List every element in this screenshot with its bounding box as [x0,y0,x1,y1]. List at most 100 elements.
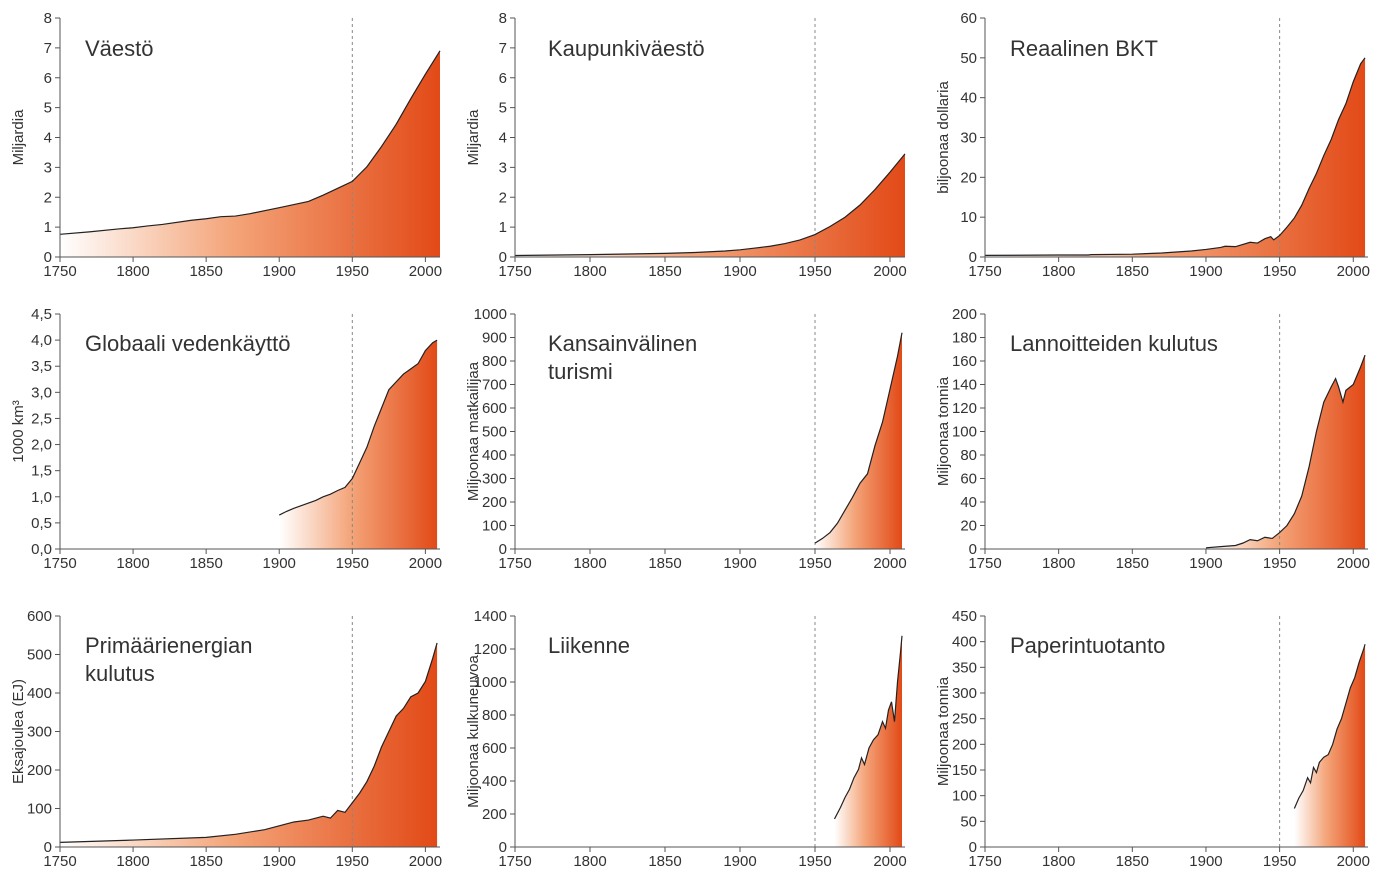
x-tick-label: 1850 [189,555,222,572]
y-tick-label: 6 [44,70,52,87]
y-tick-label: 300 [27,724,52,741]
y-tick-label: 200 [952,736,977,753]
y-axis-label: Eksajoulea (EJ) [10,679,27,784]
y-tick-label: 40 [960,90,977,107]
y-tick-label: 1,5 [31,463,52,480]
x-tick-label: 1950 [336,263,369,280]
x-tick-label: 1950 [798,263,831,280]
y-tick-label: 8 [44,10,52,27]
chart-panel-5: 0 100 200 300 400 500 600 700 800 900 1000 1750 1800… [465,306,907,572]
y-tick-label: 80 [960,447,977,464]
y-tick-label: 50 [960,50,977,67]
series-area [834,635,902,847]
chart-title-line: turismi [548,359,613,384]
y-axis-label: Miljoonaa tonnia [935,676,952,786]
y-tick-label: 40 [960,494,977,511]
series-area [515,153,905,257]
y-axis-label: Miljardia [10,109,27,166]
x-tick-label: 1950 [1263,853,1296,870]
y-tick-label: 4 [499,130,507,147]
x-tick-label: 2000 [1337,555,1370,572]
y-axis-label: 1000 km³ [10,400,27,463]
series-area [279,340,438,549]
y-tick-label: 2,5 [31,410,52,427]
y-tick-label: 1 [499,219,507,236]
y-tick-label: 60 [960,471,977,488]
y-tick-label: 1000 [474,306,507,323]
y-tick-label: 100 [952,424,977,441]
x-tick-label: 2000 [1337,263,1370,280]
chart-title: Väestö [85,36,154,61]
x-tick-label: 1950 [1263,263,1296,280]
series-area [985,57,1366,257]
x-tick-label: 1900 [723,263,756,280]
chart-panel-8: 0 200 400 600 800 1000 1200 1400 1750 1800 1850 190… [465,608,907,870]
chart-title-line: Liikenne [548,633,630,658]
y-tick-label: 200 [482,494,507,511]
x-tick-label: 1850 [648,263,681,280]
x-tick-label: 1750 [968,263,1001,280]
y-tick-label: 700 [482,377,507,394]
y-tick-label: 3,0 [31,384,52,401]
y-tick-label: 150 [952,762,977,779]
y-tick-label: 100 [27,801,52,818]
series-area [1294,644,1366,847]
x-tick-label: 1750 [43,263,76,280]
chart-title-line: Lannoitteiden kulutus [1010,331,1218,356]
chart-title: Lannoitteiden kulutus [1010,331,1218,356]
y-tick-label: 8 [499,10,507,27]
x-tick-label: 1950 [336,555,369,572]
x-tick-label: 1800 [116,263,149,280]
y-tick-label: 4,5 [31,306,52,323]
chart-title: Paperintuotanto [1010,633,1165,658]
chart-panel-6: 0 20 40 60 80 100 120 140 160 180 200 1750 1800 1850 1… [935,306,1370,572]
x-tick-label: 1800 [1042,263,1075,280]
y-tick-label: 1 [44,219,52,236]
y-axis-label: biljoonaa dollaria [935,81,952,194]
y-axis-label: Miljoonaa tonnia [935,376,952,486]
y-tick-label: 600 [27,608,52,625]
x-tick-label: 1850 [648,853,681,870]
y-tick-label: 6 [499,70,507,87]
y-tick-label: 3 [44,159,52,176]
y-tick-label: 450 [952,608,977,625]
x-tick-label: 1900 [263,263,296,280]
x-tick-label: 1750 [43,853,76,870]
y-tick-label: 250 [952,711,977,728]
x-tick-label: 2000 [1337,853,1370,870]
x-tick-label: 1850 [1116,263,1149,280]
x-tick-label: 1850 [189,853,222,870]
y-tick-label: 20 [960,169,977,186]
chart-panel-7: 0 100 200 300 400 500 600 1750 1800 1850 1900 1950 2… [10,608,442,870]
y-tick-label: 500 [27,647,52,664]
y-tick-label: 7 [499,40,507,57]
chart-title: Liikenne [548,633,630,658]
y-tick-label: 180 [952,330,977,347]
y-tick-label: 10 [960,209,977,226]
y-tick-label: 400 [482,773,507,790]
chart-title: Primäärienergian kulutus [85,633,253,686]
y-tick-label: 120 [952,400,977,417]
y-tick-label: 0 [44,839,52,856]
y-tick-label: 7 [44,40,52,57]
y-tick-label: 0,5 [31,515,52,532]
chart-title: Kaupunkiväestö [548,36,705,61]
x-tick-label: 1800 [573,853,606,870]
series-line [1205,354,1366,549]
y-tick-label: 30 [960,130,977,147]
chart-title: Kansainvälinen turismi [548,331,697,384]
y-tick-label: 200 [482,806,507,823]
y-tick-label: 300 [952,685,977,702]
x-tick-label: 1850 [1116,555,1149,572]
x-tick-label: 1900 [1189,263,1222,280]
chart-title-line: Väestö [85,36,154,61]
series-line [278,339,438,516]
y-tick-label: 400 [482,447,507,464]
x-tick-label: 2000 [873,853,906,870]
y-tick-label: 4,0 [31,332,52,349]
x-tick-label: 1850 [648,555,681,572]
y-tick-label: 60 [960,10,977,27]
x-tick-label: 1750 [498,853,531,870]
x-tick-label: 1750 [498,555,531,572]
